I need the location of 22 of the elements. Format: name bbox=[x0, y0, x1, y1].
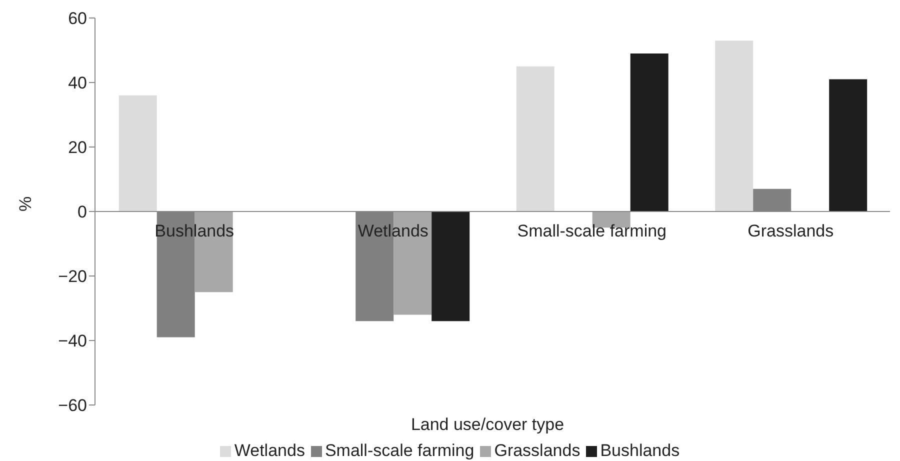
bar bbox=[715, 40, 754, 212]
legend-label: Grasslands bbox=[493, 441, 580, 461]
bar bbox=[118, 95, 157, 212]
y-tick-label: −60 bbox=[58, 396, 87, 416]
y-tick-label: 0 bbox=[78, 202, 87, 222]
y-axis-title: % bbox=[16, 196, 36, 212]
x-tick-label: Wetlands bbox=[358, 222, 428, 240]
y-tick-label: −40 bbox=[58, 332, 87, 351]
bar bbox=[432, 212, 470, 322]
y-tick-label: −20 bbox=[58, 267, 87, 286]
y-tick-label: 20 bbox=[68, 138, 87, 158]
bar bbox=[516, 66, 554, 212]
x-tick-label: Grasslands bbox=[748, 222, 834, 240]
x-axis-title: Land use/cover type bbox=[410, 415, 566, 435]
legend-label: Small-scale farming bbox=[324, 441, 474, 461]
y-tick-label: 40 bbox=[68, 74, 87, 93]
x-tick-label: Small-scale farming bbox=[517, 222, 667, 240]
legend-label: Wetlands bbox=[233, 441, 305, 461]
y-tick-label: 60 bbox=[68, 9, 87, 28]
bar bbox=[829, 79, 868, 212]
bar bbox=[630, 53, 668, 212]
legend-label: Bushlands bbox=[599, 441, 680, 461]
